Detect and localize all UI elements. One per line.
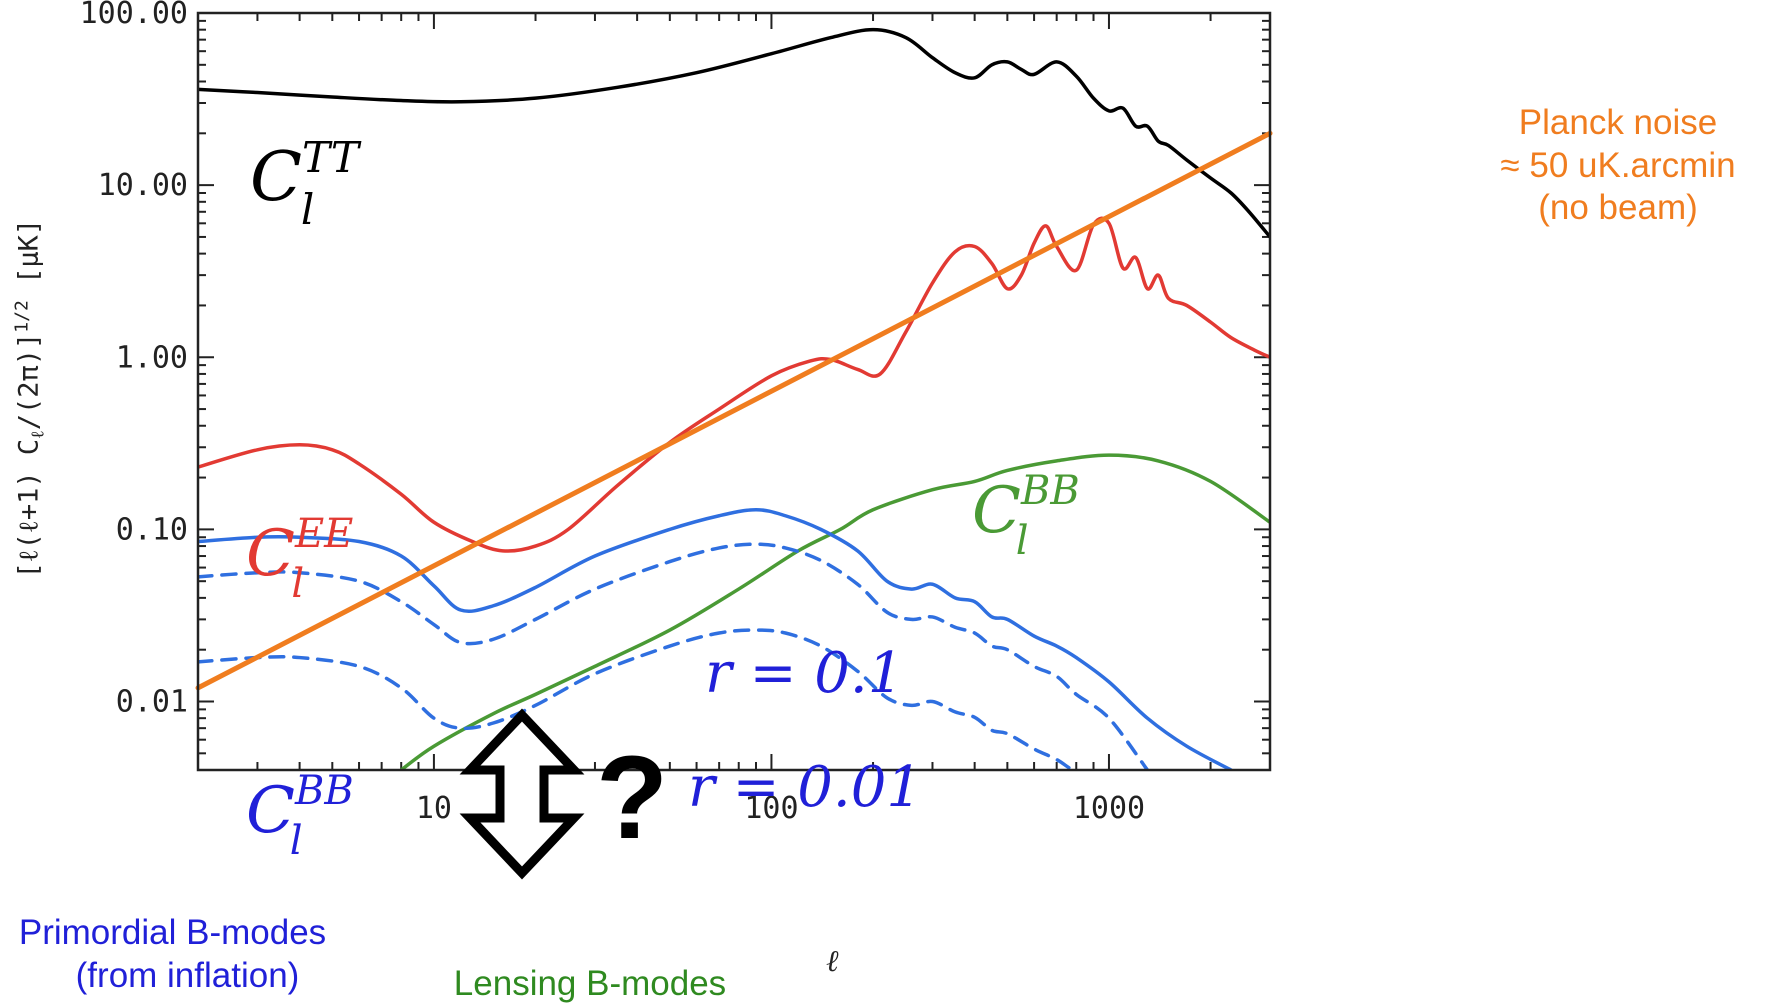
y-tick-label: 10.00	[98, 168, 188, 203]
y-axis-label: [ℓ(ℓ+1) Cℓ/(2π)]1/2 [μK]	[11, 218, 49, 579]
plot-frame	[196, 11, 1272, 772]
x-tick-label: 100	[744, 791, 798, 826]
label-cee: CEE l	[246, 511, 353, 607]
planck-noise-level: ≈ 50 uK.arcmin	[1500, 145, 1736, 185]
x-tick-label: 10	[416, 791, 452, 826]
planck-noise-note: Planck noise ≈ 50 uK.arcmin (no beam)	[1468, 102, 1768, 230]
series-c-l-ee	[198, 216, 1270, 553]
series-layer	[195, 27, 1273, 770]
primordial-bmodes-subtitle: (from inflation)	[75, 955, 300, 995]
x-axis-label: ℓ	[826, 944, 839, 979]
series-c-l-bb-lensing	[399, 453, 1270, 770]
label-cbb-primordial: CBB l	[246, 768, 354, 864]
y-tick-label: 0.01	[116, 685, 188, 720]
label-ctt: CTT l	[250, 133, 362, 234]
double-arrow-icon	[459, 708, 585, 880]
series-c-l-bb-r-0-1	[198, 508, 1233, 770]
x-tick-label: 1000	[1073, 791, 1145, 826]
primordial-bmodes-note: Primordial B-modes (from inflation)	[0, 912, 375, 1008]
planck-noise-beam: (no beam)	[1538, 188, 1698, 228]
label-cbb-lensing: CBB l	[972, 468, 1080, 564]
label-r-01: r = 0.1	[705, 641, 903, 706]
planck-noise-title: Planck noise	[1518, 103, 1718, 142]
question-mark: ?	[596, 732, 668, 864]
y-tick-label: 0.10	[116, 512, 188, 547]
series-planck-noise	[195, 130, 1273, 691]
tick-labels: 10 100 1000 0.01 0.10 1.00 10.00 100.00	[80, 0, 1145, 826]
label-r-001: r = 0.01	[688, 755, 922, 820]
series-c-l-tt	[198, 27, 1270, 239]
series-c-l-bb-r-0-01	[198, 542, 1150, 770]
y-tick-label: 1.00	[116, 340, 188, 375]
series-c-l-bb-r-0-01-low	[198, 628, 1077, 770]
primordial-bmodes-title: Primordial B-modes	[18, 913, 327, 952]
lensing-bmodes-note: Lensing B-modes	[453, 964, 727, 1003]
y-tick-label: 100.00	[80, 0, 188, 31]
